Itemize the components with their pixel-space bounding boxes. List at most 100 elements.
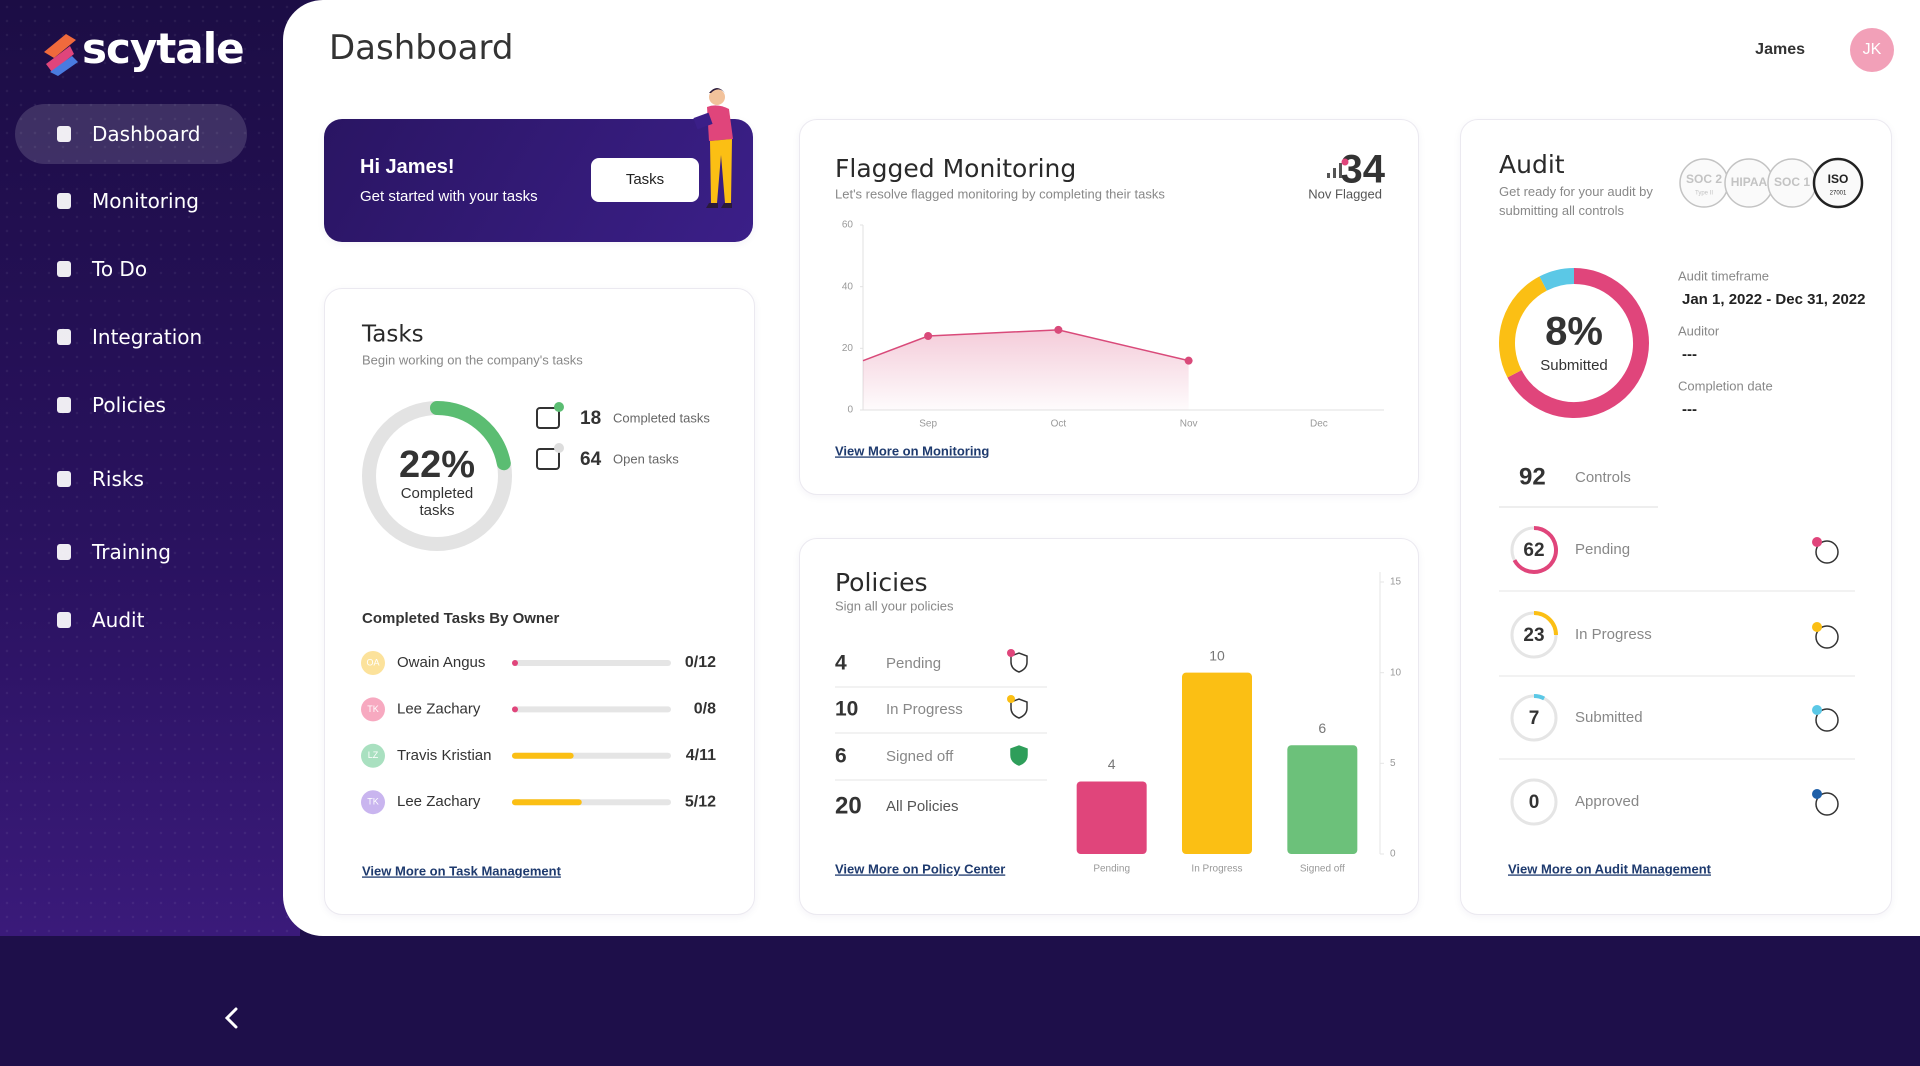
owner-initials: TK: [367, 704, 379, 714]
status-count: 62: [1523, 540, 1544, 561]
status-label: Approved: [1575, 793, 1639, 810]
owner-avatar: [361, 743, 385, 768]
figure-tablet: [693, 112, 713, 130]
nav-icon: [57, 471, 71, 487]
field-label: Completion date: [1678, 378, 1773, 393]
bar: [1076, 781, 1147, 854]
card-graphics: Flagged Monitoring Let's resolve flagged …: [835, 148, 1386, 459]
nav-icon: [57, 126, 71, 142]
stat-value: 64: [580, 449, 602, 470]
area: [863, 329, 1189, 410]
policy-label: Signed off: [886, 748, 954, 765]
field-value: ---: [1682, 346, 1697, 363]
stat-label: Open tasks: [613, 451, 679, 466]
status-icon-dot: [1812, 789, 1822, 799]
badge-name: SOC 2: [1686, 172, 1722, 186]
donut-caption: Submitted: [1540, 357, 1608, 374]
card-subtitle: Let's resolve flagged monitoring by comp…: [835, 186, 1165, 201]
card-subtitle: Sign all your policies: [835, 598, 954, 613]
stat-icon-dot: [554, 402, 564, 412]
status-label: Submitted: [1575, 709, 1643, 726]
field-value: Jan 1, 2022 - Dec 31, 2022: [1682, 291, 1865, 308]
card-graphics: [44, 34, 78, 76]
owner-progress: 0/8: [694, 701, 716, 718]
policy-count: 6: [835, 745, 847, 768]
y-tick-label: 15: [1390, 577, 1402, 588]
policy-count: 4: [835, 652, 847, 675]
active-pill: [15, 104, 247, 164]
collapse-chevron[interactable]: [224, 1007, 238, 1029]
field-value: ---: [1682, 401, 1697, 418]
stat-value: 18: [580, 408, 601, 429]
logo-mark: [44, 34, 76, 58]
link[interactable]: View More on Task Management: [362, 863, 562, 878]
card-title: Tasks: [361, 322, 424, 348]
total-label: All Policies: [886, 798, 959, 815]
greeting: Hi James!: [360, 156, 455, 178]
ring-caption: Completed tasks: [400, 485, 474, 519]
bar: [1287, 745, 1358, 854]
message: Get started with your tasks: [360, 188, 538, 205]
nav-item[interactable]: Dashboard: [92, 122, 201, 146]
field-label: Auditor: [1678, 323, 1720, 338]
nav-icon: [57, 544, 71, 560]
link[interactable]: View More on Policy Center: [835, 861, 1005, 876]
y-tick-label: 20: [842, 343, 854, 354]
ring-value: 22%: [399, 444, 475, 486]
bar-value-label: 10: [1209, 647, 1225, 663]
y-tick-label: 10: [1390, 667, 1402, 678]
audit-card: Audit SOC 2 Type II HIPAA SOC 1 ISO 27001 8% Sub…: [1460, 119, 1892, 915]
nav-item[interactable]: Policies: [92, 393, 166, 417]
x-tick-label: Signed off: [1300, 864, 1345, 875]
nav-item[interactable]: To Do: [92, 257, 148, 281]
y-tick-label: 40: [842, 281, 854, 292]
tasks-button[interactable]: Tasks: [591, 158, 699, 202]
link[interactable]: View More on Audit Management: [1508, 861, 1712, 876]
donut-segment: [1539, 268, 1575, 291]
status-ring-track: [1510, 778, 1558, 826]
field-label: Audit timeframe: [1678, 268, 1769, 283]
badge-name: ISO: [1828, 172, 1849, 186]
monitoring-card: Flagged Monitoring Let's resolve flagged …: [799, 119, 1419, 495]
nav-item[interactable]: Training: [92, 540, 171, 564]
nav-item[interactable]: Risks: [92, 467, 144, 491]
bar-value-label: 6: [1318, 720, 1326, 736]
badge-name: SOC 1: [1774, 175, 1810, 189]
sidebar: scytale Dashboard Monitoring To Do Integrati…: [0, 0, 300, 1029]
status-label: Pending: [1575, 541, 1630, 558]
x-tick-label: Nov: [1180, 419, 1198, 430]
ring-progress: [430, 401, 511, 471]
nav-item[interactable]: Integration: [92, 325, 203, 349]
stat-icon: [536, 448, 560, 470]
avatar[interactable]: JK: [1850, 28, 1894, 72]
badge-sub: 27001: [1830, 191, 1847, 197]
owner-initials: TK: [367, 797, 379, 807]
x-tick-label: Sep: [919, 419, 937, 430]
figure-hair: [709, 88, 725, 93]
donut-value: 8%: [1545, 310, 1603, 354]
shield-icon: [1010, 745, 1028, 766]
card-graphics: Tasks Begin working on the company's task…: [361, 322, 716, 878]
total-count: 20: [835, 792, 862, 819]
shield-dot: [1007, 649, 1015, 657]
donut-segment: [1499, 276, 1548, 378]
nav-icon: [57, 329, 71, 345]
y-tick-label: 0: [847, 405, 853, 416]
owner-name: Lee Zachary: [397, 793, 481, 810]
illustration: [693, 88, 733, 208]
welcome-card: Hi James! Get started with your tasks Task…: [324, 88, 753, 242]
status-icon-dot: [1812, 705, 1822, 715]
status-icon: [1815, 792, 1839, 816]
bar-value-label: 4: [1108, 756, 1116, 772]
nav-item[interactable]: Audit: [92, 608, 145, 632]
stat-icon-dot: [554, 443, 564, 453]
count-icon: [1339, 163, 1342, 178]
count-icon: [1327, 173, 1330, 178]
nav-item[interactable]: Monitoring: [92, 189, 199, 213]
owner-progress: 0/12: [685, 654, 716, 671]
logo-text: scytale: [82, 24, 245, 73]
owner-avatar: [361, 651, 385, 675]
link[interactable]: View More on Monitoring: [835, 443, 989, 458]
policy-count: 10: [835, 698, 858, 721]
owner-initials: LZ: [368, 750, 379, 760]
